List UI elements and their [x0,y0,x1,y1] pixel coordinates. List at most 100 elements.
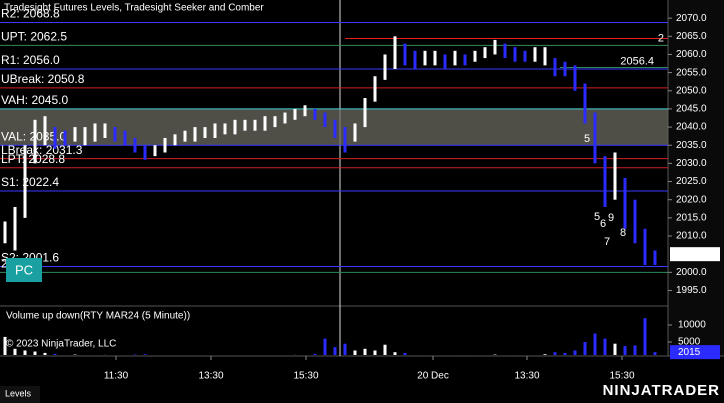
price-bar [533,47,537,62]
price-bar [223,123,227,135]
price-bar [253,119,257,131]
price-bar [183,130,187,142]
price-bar [193,127,197,142]
price-bar [123,130,127,146]
price-bar [93,123,97,142]
price-bar [573,65,577,91]
price-bar [33,119,37,164]
segment-label: 2 [658,32,664,44]
volume-bar [403,352,407,355]
y-tick-label: 2060.0 [676,49,707,60]
price-bar [633,199,637,244]
volume-bar [643,318,647,355]
volume-bar [543,354,547,355]
y-tick-label: 2035.0 [676,140,707,151]
price-bar [363,98,367,128]
y-tick-label: 2055.0 [676,67,707,78]
volume-bar [3,336,7,355]
price-bar [43,116,47,146]
volume-bar [313,353,317,355]
price-bar [493,39,497,55]
level-label: LBreak: 2031.3 [1,143,83,157]
volume-bar [363,348,367,355]
volume-bar [373,350,377,355]
pc-button[interactable] [6,258,42,282]
price-bar [173,134,177,146]
y-tick-label: 2070.0 [676,13,707,24]
pc-button-label[interactable]: PC [15,262,33,277]
logo: NINJATRADER [603,382,720,399]
volume-bar [333,347,337,355]
price-bar [473,50,477,62]
price-bar [623,177,627,229]
price-bar [213,123,217,138]
volume-bar [573,350,577,355]
level-label: LPT: 2028.8 [1,152,65,166]
level-label: S1: 2022.4 [1,175,59,189]
price-bar [443,54,447,69]
price-bar [303,105,307,117]
price-bar [143,145,147,160]
price-bar [163,137,167,153]
price-bar [83,127,87,146]
x-tick-label: 11:30 [104,371,129,382]
volume-last-label: 2015 [678,347,701,358]
price-bar [453,50,457,66]
x-tick-label: 13:30 [514,371,539,382]
volume-bar [613,343,617,355]
volume-bar [23,350,27,355]
volume-bar [593,333,597,355]
price-bar [13,206,17,251]
volume-bar [603,338,607,355]
y-tick-label: 2015.0 [676,212,707,223]
volume-last-box [670,345,720,360]
price-bar [543,47,547,66]
price-bar [563,61,567,77]
price-bar [423,50,427,66]
price-bar [323,112,327,128]
volume-bar [653,352,657,355]
x-tick-label: 20 Dec [417,371,449,382]
price-bar [523,50,527,62]
price-bar [613,152,617,200]
price-bar [73,127,77,142]
y-tick-label: 1995.0 [676,285,707,296]
price-bar [393,36,397,69]
y-tick-label: 2025.0 [676,176,707,187]
segment-label: 2056.4 [620,55,654,67]
volume-bar [143,354,147,355]
last-price-box [670,247,720,262]
level-label: UPT: 2062.5 [1,30,67,44]
x-tick-label: 15:30 [609,371,634,382]
price-bar [593,112,597,164]
volume-bar [43,352,47,355]
count-label: 8 [620,227,626,239]
y-tick-label: 2050.0 [676,85,707,96]
price-bar [503,43,507,59]
price-bar [373,76,377,102]
volume-bar [623,346,627,355]
x-tick-label: 13:30 [198,371,223,382]
copyright: © 2023 NinjaTrader, LLC [6,339,116,350]
y-tick-label: 2020.0 [676,194,707,205]
x-tick-label: 15:30 [293,371,318,382]
price-bar [343,127,347,153]
price-bar [653,250,657,266]
price-axis-bg [668,0,724,356]
level-label: VAH: 2045.0 [1,93,68,107]
price-bar [463,54,467,66]
tab-label[interactable]: Levels [5,388,32,398]
volume-bar [633,345,637,355]
y-tick-label: 2030.0 [676,158,707,169]
volume-title: Volume up down(RTY MAR24 (5 Minute)) [6,311,190,322]
level-label: UBreak: 2050.8 [1,72,85,86]
price-bar [53,127,57,149]
plot: R2: 2068.8 UPT: 2062.5 R1: 2056.0 UBreak: 2… [0,7,720,382]
chart-title: Tradesight Futures Levels, Tradesight Se… [4,3,264,14]
price-bar [103,123,107,138]
tab[interactable] [0,386,40,403]
volume-bar [553,352,557,355]
y-tick-label: 2000.0 [676,267,707,278]
y-tick-label: 2045.0 [676,104,707,115]
